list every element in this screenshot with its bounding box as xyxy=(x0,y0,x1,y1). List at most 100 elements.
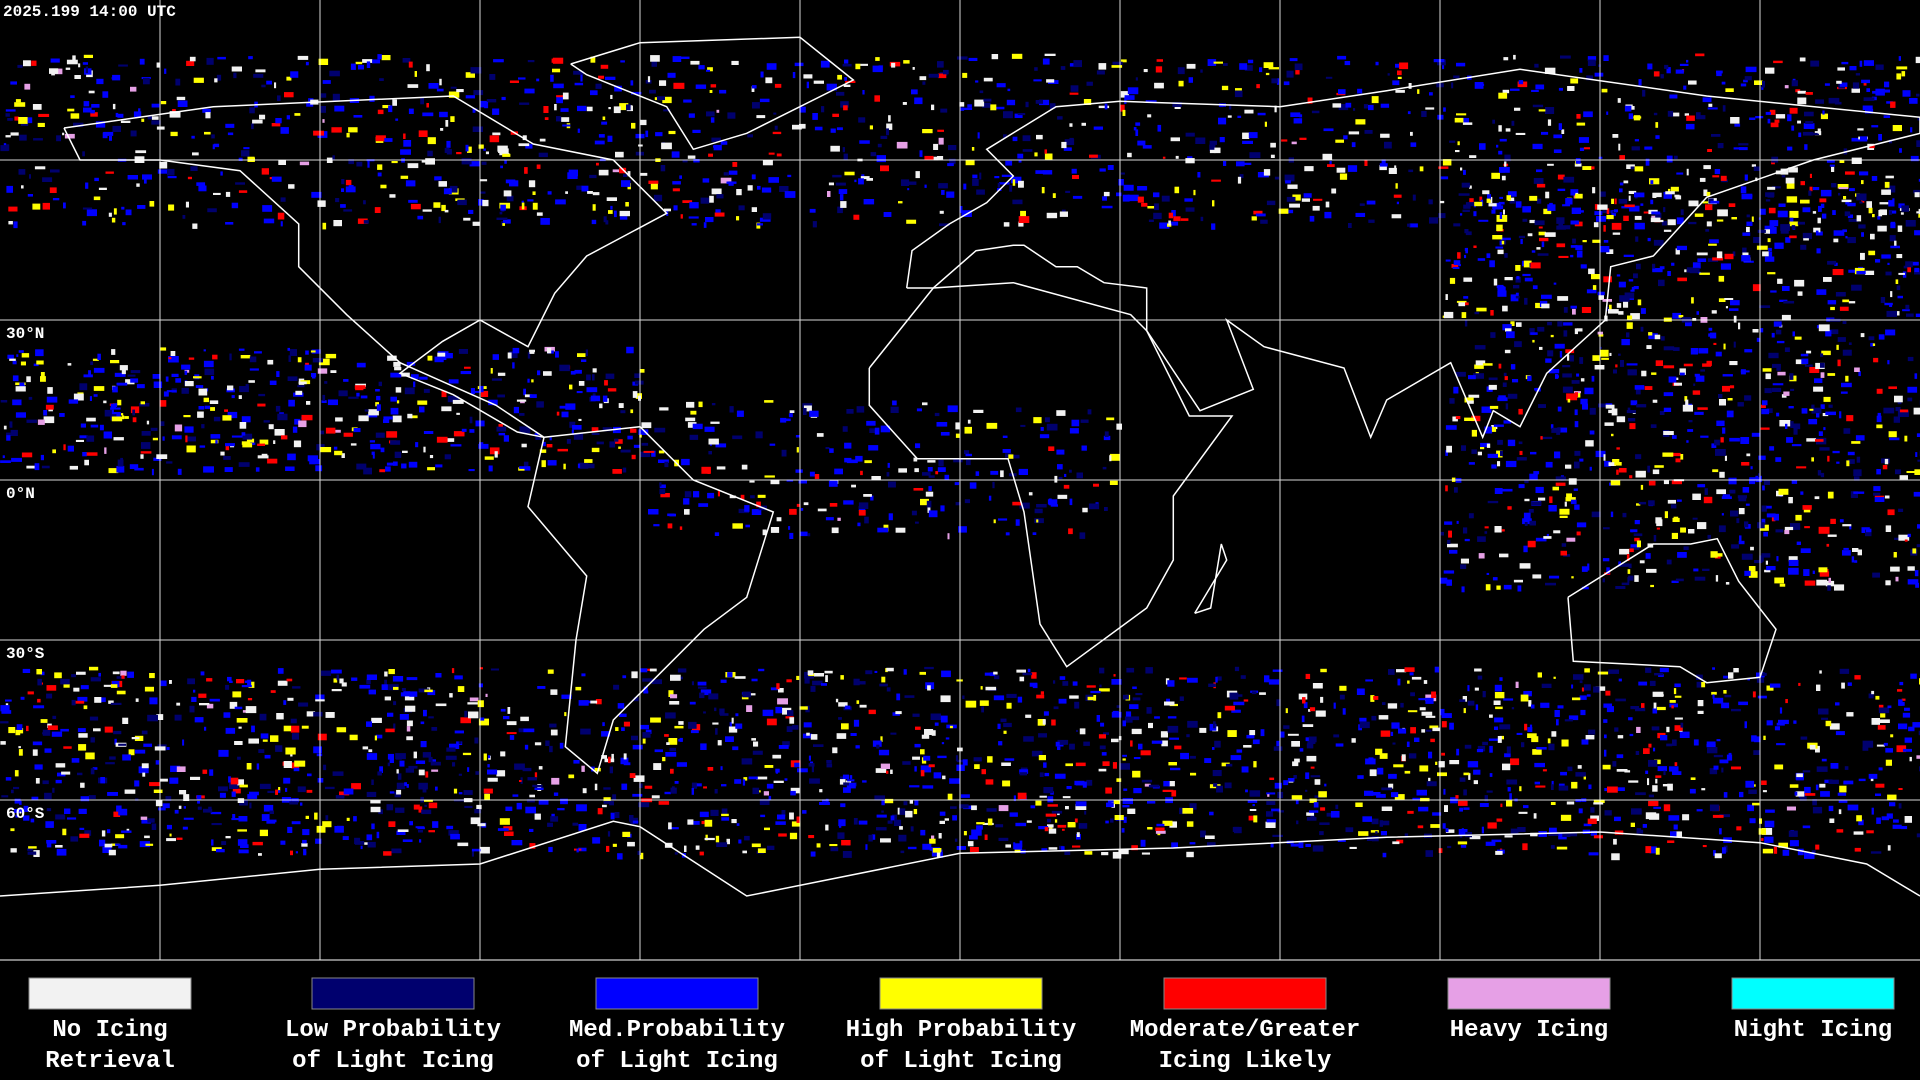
icing-pixel xyxy=(538,799,549,805)
icing-pixel xyxy=(884,798,894,804)
icing-pixel xyxy=(33,363,39,367)
icing-pixel xyxy=(1515,681,1519,688)
icing-pixel xyxy=(91,104,100,108)
icing-pixel xyxy=(1611,408,1618,416)
icing-pixel xyxy=(1571,684,1574,689)
icing-pixel xyxy=(769,443,776,446)
icing-pixel xyxy=(1571,576,1574,579)
icing-pixel xyxy=(486,99,497,103)
icing-pixel xyxy=(1740,369,1746,375)
icing-pixel xyxy=(1755,116,1764,119)
icing-pixel xyxy=(1104,507,1108,511)
icing-pixel xyxy=(1397,70,1402,76)
icing-pixel xyxy=(747,185,753,191)
icing-pixel xyxy=(1070,85,1079,92)
icing-pixel xyxy=(653,763,662,770)
icing-pixel xyxy=(1247,800,1258,803)
icing-pixel xyxy=(143,77,150,85)
icing-pixel xyxy=(1186,821,1194,827)
icing-pixel xyxy=(210,811,222,815)
icing-pixel xyxy=(1492,119,1495,124)
icing-pixel xyxy=(697,681,707,686)
icing-pixel xyxy=(1574,409,1578,416)
icing-pixel xyxy=(1001,174,1013,177)
icing-pixel xyxy=(1476,749,1484,753)
icing-pixel xyxy=(1590,807,1595,813)
icing-pixel xyxy=(1488,203,1497,207)
icing-pixel xyxy=(634,380,644,385)
icing-pixel xyxy=(607,831,611,837)
icing-pixel xyxy=(487,769,498,775)
icing-pixel xyxy=(1541,294,1552,299)
icing-pixel xyxy=(1480,442,1490,448)
icing-pixel xyxy=(1515,276,1521,283)
icing-pixel xyxy=(1131,845,1138,851)
icing-pixel xyxy=(1375,831,1378,834)
icing-pixel xyxy=(1287,733,1299,736)
icing-pixel xyxy=(1497,290,1507,297)
icing-pixel xyxy=(1529,195,1538,201)
icing-pixel xyxy=(710,809,719,816)
icing-pixel xyxy=(82,207,93,210)
icing-pixel xyxy=(166,838,176,842)
icing-pixel xyxy=(1263,62,1274,68)
icing-pixel xyxy=(1771,161,1775,165)
icing-pixel xyxy=(773,780,784,783)
icing-pixel xyxy=(15,412,26,418)
icing-pixel xyxy=(1769,109,1776,115)
icing-pixel xyxy=(649,668,657,672)
icing-pixel xyxy=(138,766,149,774)
icing-pixel xyxy=(75,439,84,442)
icing-pixel xyxy=(1746,226,1750,233)
icing-pixel xyxy=(1504,239,1507,245)
icing-pixel xyxy=(1404,833,1409,838)
icing-pixel xyxy=(992,481,995,489)
icing-pixel xyxy=(1551,784,1554,790)
icing-pixel xyxy=(643,686,648,691)
icing-pixel xyxy=(1626,410,1636,414)
icing-pixel xyxy=(1797,291,1803,296)
icing-pixel xyxy=(1634,166,1644,172)
icing-pixel xyxy=(1899,681,1904,686)
icing-pixel xyxy=(1109,455,1112,462)
icing-pixel xyxy=(993,671,998,675)
icing-pixel xyxy=(1678,315,1684,318)
icing-pixel xyxy=(1249,790,1261,797)
icing-pixel xyxy=(355,61,363,65)
icing-pixel xyxy=(15,814,19,818)
icing-pixel xyxy=(479,846,490,854)
icing-pixel xyxy=(207,208,217,213)
icing-pixel xyxy=(871,834,876,840)
icing-pixel xyxy=(1733,668,1739,673)
icing-pixel xyxy=(1390,731,1394,736)
icing-pixel xyxy=(22,668,31,673)
icing-pixel xyxy=(1877,412,1881,417)
icing-pixel xyxy=(1491,209,1496,214)
icing-pixel xyxy=(153,789,163,793)
icing-pixel xyxy=(1670,831,1677,837)
icing-pixel xyxy=(1407,680,1410,684)
icing-pixel xyxy=(299,161,310,166)
icing-pixel xyxy=(168,357,172,360)
icing-pixel xyxy=(1629,733,1634,737)
icing-pixel xyxy=(130,378,139,383)
icing-pixel xyxy=(679,175,682,179)
icing-pixel xyxy=(1688,529,1695,534)
icing-pixel xyxy=(1762,828,1773,835)
icing-pixel xyxy=(1618,353,1621,356)
icing-pixel xyxy=(1868,250,1876,256)
icing-pixel xyxy=(1523,260,1532,268)
icing-pixel xyxy=(768,177,779,183)
icing-pixel xyxy=(1141,202,1148,207)
icing-pixel xyxy=(1013,795,1016,802)
icing-pixel xyxy=(1734,123,1741,127)
icing-pixel xyxy=(1748,571,1758,578)
icing-pixel xyxy=(1153,192,1160,198)
icing-pixel xyxy=(1235,88,1242,91)
icing-pixel xyxy=(111,217,116,223)
icing-pixel xyxy=(1788,556,1798,562)
icing-pixel xyxy=(1692,493,1701,500)
icing-pixel xyxy=(1899,409,1909,413)
icing-pixel xyxy=(1068,528,1073,535)
